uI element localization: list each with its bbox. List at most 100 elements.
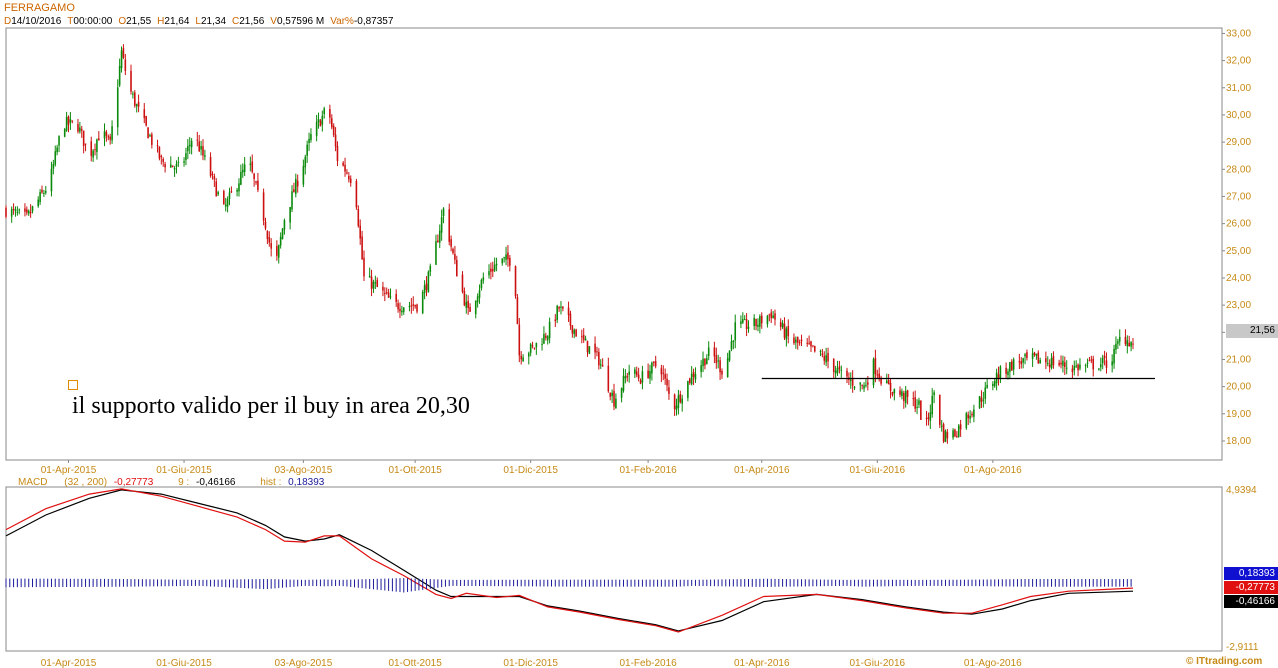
candle: [834, 370, 837, 374]
candle: [50, 168, 53, 192]
candle: [611, 392, 613, 397]
candle: [296, 180, 299, 187]
hist-value: 0,18393: [288, 477, 325, 488]
candle: [440, 217, 443, 233]
candle: [169, 164, 172, 168]
candle: [931, 396, 934, 415]
candle: [145, 116, 147, 126]
candle: [474, 300, 477, 315]
y-tick-label: 18,00: [1226, 436, 1251, 447]
candle: [838, 366, 841, 369]
candle: [452, 248, 454, 254]
candle: [652, 361, 655, 363]
candle: [363, 257, 365, 277]
candle: [401, 310, 403, 313]
candle: [596, 351, 598, 353]
candle: [306, 144, 308, 156]
candle: [849, 379, 852, 382]
candle: [69, 119, 72, 123]
candle: [215, 181, 218, 197]
candle: [505, 254, 507, 260]
signal-label: 9 :: [178, 477, 190, 488]
candle: [704, 358, 706, 366]
signal-line: [5, 489, 1134, 632]
candle: [1010, 361, 1013, 371]
candle: [348, 175, 350, 180]
y-tick-label: 21,00: [1226, 354, 1251, 365]
candle: [317, 119, 320, 122]
candle: [581, 336, 583, 338]
candle: [1090, 359, 1093, 361]
candle: [90, 141, 93, 156]
candle: [1062, 360, 1064, 366]
candle: [613, 390, 615, 407]
candle: [774, 313, 776, 320]
candle: [846, 370, 848, 377]
candle: [755, 318, 757, 327]
candle: [785, 328, 788, 340]
ohlc-value: 0,57596 M: [276, 16, 325, 27]
macd-params: (32 , 200): [64, 477, 108, 488]
candle: [721, 371, 723, 375]
y-tick-label: 26,00: [1226, 219, 1251, 230]
candle: [330, 118, 333, 128]
candle: [164, 164, 166, 168]
candle: [385, 292, 388, 294]
candle: [241, 169, 244, 173]
candle: [965, 413, 968, 429]
candle: [399, 308, 401, 312]
candle: [793, 337, 795, 344]
y-tick-label: 19,00: [1226, 409, 1251, 420]
x-tick-label: 01-Apr-2015: [41, 465, 97, 476]
candle: [463, 291, 466, 306]
candle: [1092, 358, 1095, 370]
candle: [495, 263, 498, 266]
candle: [520, 355, 522, 360]
candle: [160, 155, 163, 157]
candle: [556, 305, 558, 321]
candle: [588, 346, 591, 354]
candle: [768, 314, 771, 316]
candle: [851, 377, 854, 386]
candle: [840, 369, 843, 371]
candle: [978, 396, 981, 409]
candle: [647, 370, 649, 378]
candle: [488, 271, 490, 276]
ohlc-label: D: [4, 16, 12, 27]
candle: [501, 258, 504, 264]
candle: [1033, 352, 1036, 356]
candle: [12, 208, 15, 210]
candle: [120, 50, 123, 69]
candle: [226, 199, 229, 207]
candle: [906, 390, 909, 397]
x-tick-label-bottom: 01-Ago-2016: [964, 658, 1022, 668]
x-tick-label-bottom: 01-Apr-2015: [41, 658, 97, 668]
candle: [429, 265, 432, 272]
candle: [635, 371, 638, 376]
candle: [384, 293, 386, 295]
candle: [187, 145, 189, 152]
candle: [878, 373, 880, 379]
candle: [649, 371, 651, 379]
candle: [211, 174, 214, 176]
y-tick-label: 23,00: [1226, 300, 1251, 311]
candle: [251, 161, 254, 172]
candle: [770, 312, 773, 319]
candle: [1098, 368, 1100, 370]
ohlc-label: O: [118, 16, 127, 27]
candle: [130, 70, 132, 92]
candle: [622, 375, 625, 391]
candle: [268, 237, 271, 243]
ohlc-readout: D14/10/2016 T00:00:00 O21,55 H21,64 L21,34 C2…: [4, 16, 393, 27]
candle: [560, 306, 562, 308]
candle: [509, 257, 511, 266]
candle: [82, 130, 85, 146]
candle: [806, 342, 809, 344]
y-tick-label: 32,00: [1226, 56, 1251, 67]
candle: [277, 245, 280, 258]
candle: [973, 409, 975, 417]
candle: [1113, 348, 1115, 364]
candle: [374, 282, 377, 284]
candle: [969, 415, 971, 419]
